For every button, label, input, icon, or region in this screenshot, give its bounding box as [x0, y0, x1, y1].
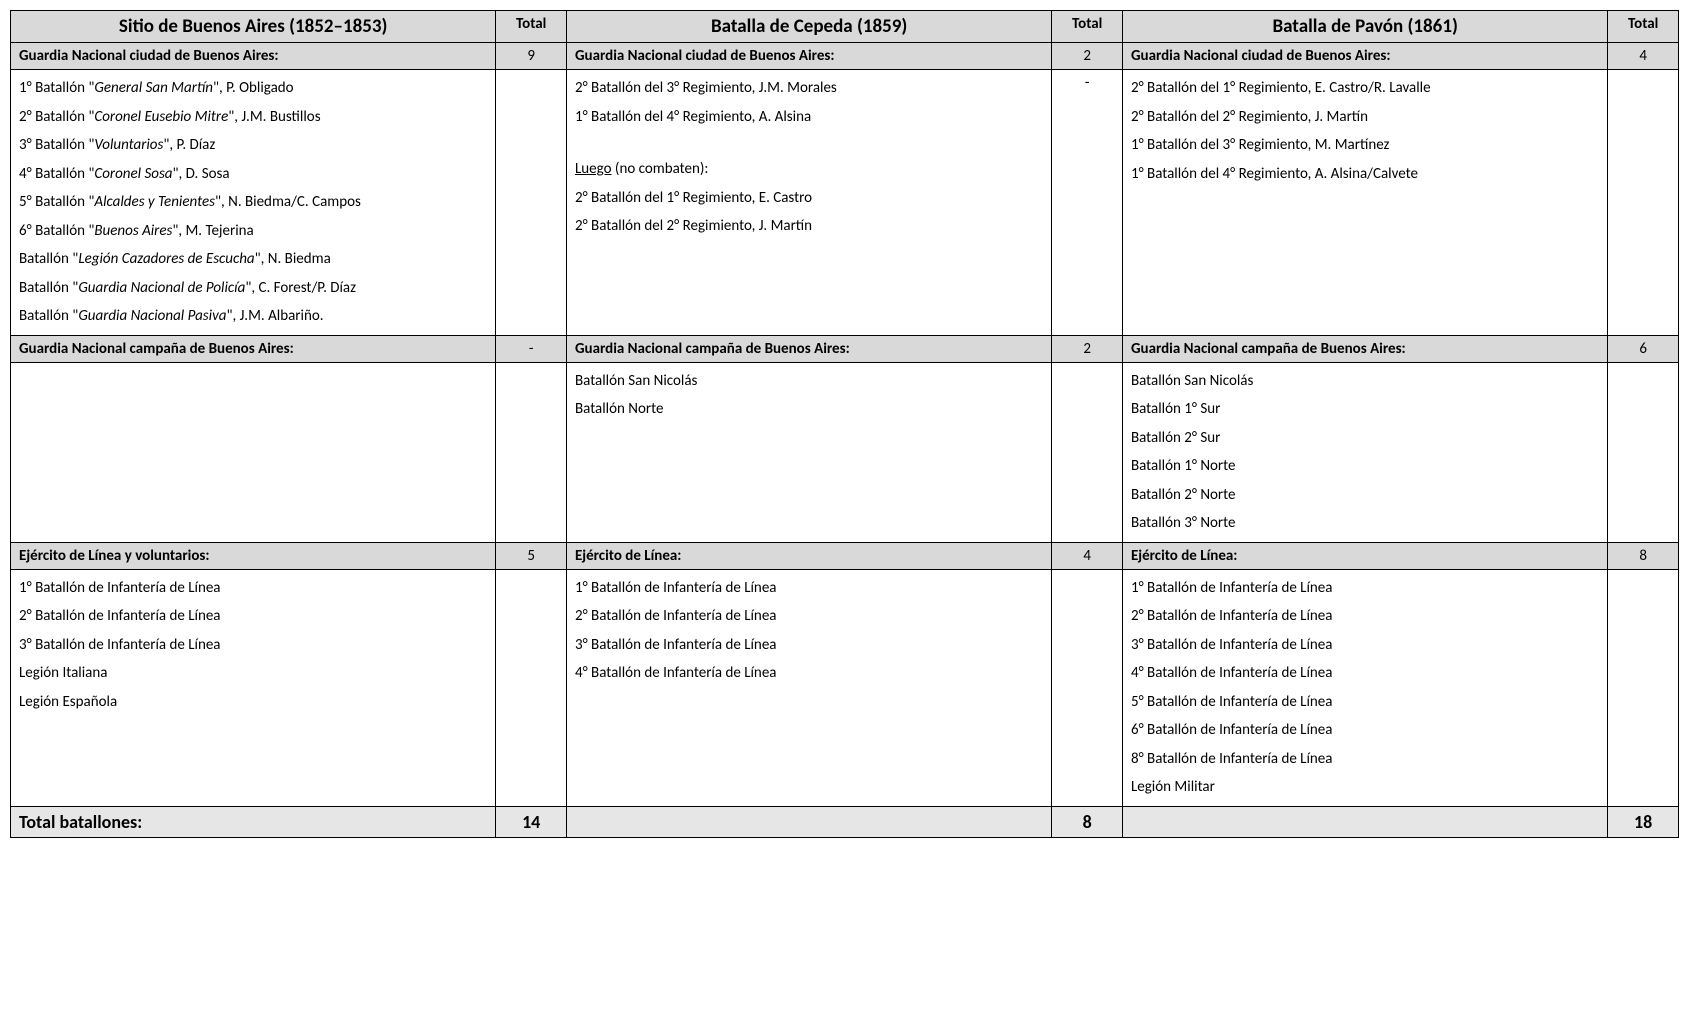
- section-items-total: [1608, 569, 1679, 806]
- list-item: Batallón 3° Norte: [1131, 509, 1599, 538]
- section-label: Ejército de Línea:: [1122, 542, 1607, 569]
- list-item: 1° Batallón del 3° Regimiento, M. Martín…: [1131, 131, 1599, 160]
- section-label: Guardia Nacional ciudad de Buenos Aires:: [566, 43, 1051, 70]
- section-items-total: [1052, 569, 1123, 806]
- list-item: 2° Batallón de Infantería de Línea: [575, 602, 1043, 631]
- list-item: 1° Batallón del 4° Regimiento, A. Alsina…: [1131, 160, 1599, 189]
- list-item: 2° Batallón de Infantería de Línea: [1131, 602, 1599, 631]
- list-item: Legión Militar: [1131, 773, 1599, 802]
- list-item: 1° Batallón de Infantería de Línea: [19, 574, 487, 603]
- section-total: 8: [1608, 542, 1679, 569]
- list-item: Batallón 2° Norte: [1131, 481, 1599, 510]
- section-items-total: [1608, 70, 1679, 336]
- list-item: 1° Batallón de Infantería de Línea: [575, 574, 1043, 603]
- list-item: 2° Batallón del 3° Regimiento, J.M. Mora…: [575, 74, 1043, 103]
- footer-total: 8: [1052, 806, 1123, 837]
- section-label: Ejército de Línea:: [566, 542, 1051, 569]
- column-total-label: Total: [496, 11, 567, 43]
- section-total: -: [496, 335, 567, 362]
- section-items-total: [496, 70, 567, 336]
- list-item: Batallón San Nicolás: [1131, 367, 1599, 396]
- section-items: 1° Batallón de Infantería de Línea2° Bat…: [1122, 569, 1607, 806]
- list-item: 4° Batallón "Coronel Sosa", D. Sosa: [19, 160, 487, 189]
- column-title: Batalla de Cepeda (1859): [566, 11, 1051, 43]
- list-item: Batallón "Legión Cazadores de Escucha", …: [19, 245, 487, 274]
- section-label: Ejército de Línea y voluntarios:: [11, 542, 496, 569]
- section-items-total: [496, 569, 567, 806]
- list-item: 3° Batallón de Infantería de Línea: [575, 631, 1043, 660]
- list-item: 6° Batallón "Buenos Aires", M. Tejerina: [19, 217, 487, 246]
- list-item: 2° Batallón del 2° Regimiento, J. Martín: [575, 212, 1043, 241]
- column-total-label: Total: [1052, 11, 1123, 43]
- footer-empty: [1122, 806, 1607, 837]
- column-total-label: Total: [1608, 11, 1679, 43]
- section-total: 4: [1052, 542, 1123, 569]
- list-item: Batallón "Guardia Nacional de Policía", …: [19, 274, 487, 303]
- list-item: Batallón 2° Sur: [1131, 424, 1599, 453]
- section-items-total: [496, 362, 567, 542]
- footer-total: 14: [496, 806, 567, 837]
- list-item: Legión Española: [19, 688, 487, 717]
- section-total: 6: [1608, 335, 1679, 362]
- list-item: Legión Italiana: [19, 659, 487, 688]
- list-item: 2° Batallón del 2° Regimiento, J. Martín: [1131, 103, 1599, 132]
- section-items: 1° Batallón "General San Martín", P. Obl…: [11, 70, 496, 336]
- list-item: Batallón San Nicolás: [575, 367, 1043, 396]
- list-item: 5° Batallón "Alcaldes y Tenientes", N. B…: [19, 188, 487, 217]
- list-item: 3° Batallón de Infantería de Línea: [1131, 631, 1599, 660]
- section-total: 4: [1608, 43, 1679, 70]
- footer-empty: [566, 806, 1051, 837]
- section-items: 1° Batallón de Infantería de Línea2° Bat…: [11, 569, 496, 806]
- section-items: Batallón San NicolásBatallón 1° SurBatal…: [1122, 362, 1607, 542]
- list-item: 5° Batallón de Infantería de Línea: [1131, 688, 1599, 717]
- list-item: 1° Batallón "General San Martín", P. Obl…: [19, 74, 487, 103]
- footer-total: 18: [1608, 806, 1679, 837]
- section-items-total: [1608, 362, 1679, 542]
- list-item: 1° Batallón de Infantería de Línea: [1131, 574, 1599, 603]
- section-items: 2° Batallón del 3° Regimiento, J.M. Mora…: [566, 70, 1051, 336]
- section-total: 2: [1052, 335, 1123, 362]
- list-item: 2° Batallón del 1° Regimiento, E. Castro…: [1131, 74, 1599, 103]
- list-item: 2° Batallón de Infantería de Línea: [19, 602, 487, 631]
- section-label: Guardia Nacional ciudad de Buenos Aires:: [11, 43, 496, 70]
- list-item: Batallón 1° Norte: [1131, 452, 1599, 481]
- column-title: Batalla de Pavón (1861): [1122, 11, 1607, 43]
- section-items: 2° Batallón del 1° Regimiento, E. Castro…: [1122, 70, 1607, 336]
- list-item: 4° Batallón de Infantería de Línea: [575, 659, 1043, 688]
- section-label: Guardia Nacional campaña de Buenos Aires…: [1122, 335, 1607, 362]
- section-items: 1° Batallón de Infantería de Línea2° Bat…: [566, 569, 1051, 806]
- list-item: [575, 131, 1043, 155]
- list-item: Batallón Norte: [575, 395, 1043, 424]
- list-item: 4° Batallón de Infantería de Línea: [1131, 659, 1599, 688]
- section-items: Batallón San NicolásBatallón Norte: [566, 362, 1051, 542]
- list-item: 3° Batallón "Voluntarios", P. Díaz: [19, 131, 487, 160]
- list-item: 3° Batallón de Infantería de Línea: [19, 631, 487, 660]
- footer-label: Total batallones:: [11, 806, 496, 837]
- list-item: Batallón 1° Sur: [1131, 395, 1599, 424]
- list-item: Batallón "Guardia Nacional Pasiva", J.M.…: [19, 302, 487, 331]
- list-item: 2° Batallón del 1° Regimiento, E. Castro: [575, 184, 1043, 213]
- list-item: Luego (no combaten):: [575, 155, 1043, 184]
- section-label: Guardia Nacional ciudad de Buenos Aires:: [1122, 43, 1607, 70]
- section-total: 9: [496, 43, 567, 70]
- section-total: 5: [496, 542, 567, 569]
- section-items-total: [1052, 362, 1123, 542]
- list-item: 8° Batallón de Infantería de Línea: [1131, 745, 1599, 774]
- section-label: Guardia Nacional campaña de Buenos Aires…: [566, 335, 1051, 362]
- list-item: 1° Batallón del 4° Regimiento, A. Alsina: [575, 103, 1043, 132]
- section-total: 2: [1052, 43, 1123, 70]
- column-title: Sitio de Buenos Aires (1852–1853): [11, 11, 496, 43]
- section-label: Guardia Nacional campaña de Buenos Aires…: [11, 335, 496, 362]
- section-items-total: -: [1052, 70, 1123, 336]
- battles-comparison-table: Sitio de Buenos Aires (1852–1853)TotalBa…: [10, 10, 1679, 838]
- list-item: 6° Batallón de Infantería de Línea: [1131, 716, 1599, 745]
- list-item: 2° Batallón "Coronel Eusebio Mitre", J.M…: [19, 103, 487, 132]
- section-items: [11, 362, 496, 542]
